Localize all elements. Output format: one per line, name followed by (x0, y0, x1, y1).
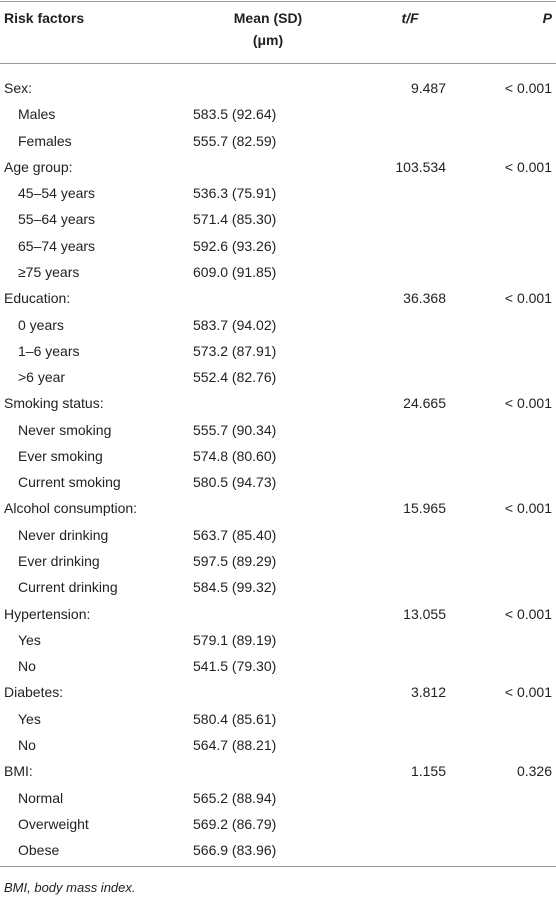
item-label: 45–54 years (18, 185, 96, 202)
mean-sd: 536.3 (75.91) (193, 185, 277, 202)
item-label: Current smoking (18, 474, 121, 491)
mean-sd: 541.5 (79.30) (193, 658, 277, 675)
top-rule (0, 1, 556, 2)
mean-sd: 583.5 (92.64) (193, 106, 277, 123)
mean-sd: 580.4 (85.61) (193, 710, 277, 727)
mean-sd: 555.7 (90.34) (193, 421, 277, 438)
mean-sd: 569.2 (86.79) (193, 815, 277, 832)
group-label: Education: (4, 290, 71, 307)
p-value: < 0.001 (504, 605, 552, 622)
mean-sd: 574.8 (80.60) (193, 447, 277, 464)
group-label: Alcohol consumption: (4, 500, 138, 517)
item-label: Yes (18, 631, 41, 648)
group-label: Age group: (4, 158, 73, 175)
item-label: >6 year (18, 369, 66, 386)
header-t: t/F (401, 10, 419, 26)
header-risk: Risk factors (4, 10, 85, 26)
item-label: Ever drinking (18, 553, 100, 570)
mean-sd: 583.7 (94.02) (193, 316, 277, 333)
mean-sd: 580.5 (94.73) (193, 474, 277, 491)
p-value: < 0.001 (504, 158, 552, 175)
item-label: 0 years (18, 316, 64, 333)
mean-sd: 563.7 (85.40) (193, 526, 277, 543)
t-value: 13.055 (403, 605, 446, 622)
header-rule (0, 63, 556, 64)
t-value: 3.812 (410, 684, 446, 701)
group-label: Smoking status: (4, 395, 104, 412)
p-value: < 0.001 (504, 290, 552, 307)
header-p: P (542, 10, 552, 26)
t-value: 24.665 (403, 395, 446, 412)
group-label: Sex: (4, 80, 33, 96)
item-label: Overweight (18, 815, 89, 832)
group-label: Hypertension: (4, 605, 91, 622)
mean-sd: 592.6 (93.26) (193, 237, 277, 254)
t-value: 1.155 (410, 763, 446, 780)
item-label: 1–6 years (18, 342, 80, 359)
footnote: BMI, body mass index. (4, 880, 136, 895)
header-unit: (μm) (252, 32, 284, 48)
header-mean: Mean (SD) (233, 10, 303, 26)
p-value: < 0.001 (504, 80, 552, 96)
mean-sd: 579.1 (89.19) (193, 631, 277, 648)
mean-sd: 555.7 (82.59) (193, 132, 277, 149)
item-label: Normal (18, 789, 64, 806)
p-value: < 0.001 (504, 500, 552, 517)
item-label: Males (18, 106, 56, 123)
bottom-rule (0, 866, 556, 867)
mean-sd: 552.4 (82.76) (193, 369, 277, 386)
mean-sd: 584.5 (99.32) (193, 579, 277, 596)
item-label: ≥75 years (18, 263, 80, 280)
t-value: 15.965 (403, 500, 446, 517)
item-label: Never smoking (18, 421, 112, 438)
item-label: No (18, 737, 36, 753)
item-label: Ever smoking (18, 447, 103, 464)
mean-sd: 573.2 (87.91) (193, 342, 277, 359)
item-label: Current drinking (18, 579, 118, 596)
mean-sd: 571.4 (85.30) (193, 211, 277, 228)
p-value: < 0.001 (504, 684, 552, 701)
item-label: Obese (18, 842, 60, 859)
p-value: < 0.001 (504, 395, 552, 412)
mean-sd: 564.7 (88.21) (193, 737, 277, 753)
item-label: Females (18, 132, 72, 149)
group-label: BMI: (4, 763, 33, 780)
item-label: Never drinking (18, 526, 109, 543)
item-label: 65–74 years (18, 237, 96, 254)
mean-sd: 566.9 (83.96) (193, 842, 277, 859)
mean-sd: 609.0 (91.85) (193, 263, 277, 280)
t-value: 103.534 (395, 158, 446, 175)
group-label: Diabetes: (4, 684, 64, 701)
p-value: 0.326 (516, 763, 552, 780)
mean-sd: 597.5 (89.29) (193, 553, 277, 570)
t-value: 36.368 (403, 290, 446, 307)
t-value: 9.487 (410, 80, 446, 96)
item-label: Yes (18, 710, 41, 727)
mean-sd: 565.2 (88.94) (193, 789, 277, 806)
item-label: 55–64 years (18, 211, 96, 228)
item-label: No (18, 658, 36, 675)
